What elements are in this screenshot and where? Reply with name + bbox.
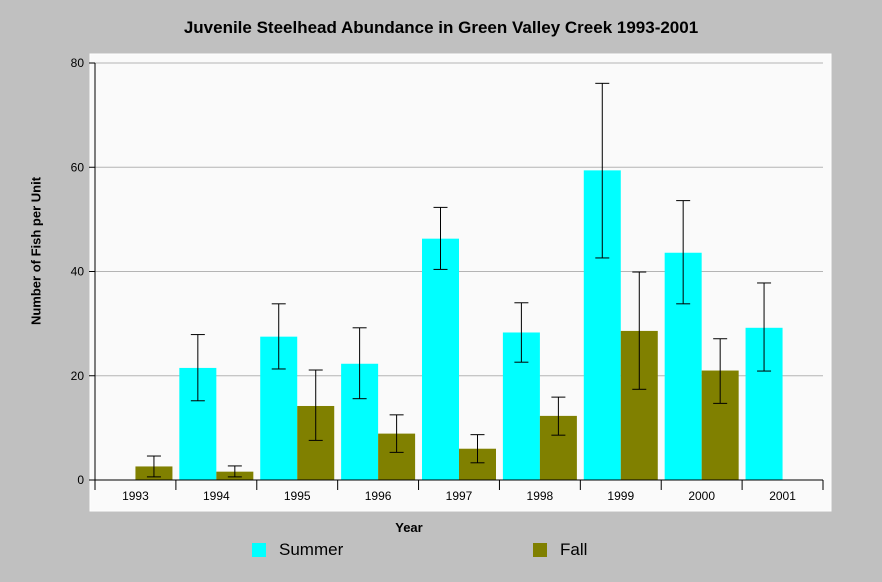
y-tick-label: 60: [71, 160, 85, 174]
x-tick-label: 1994: [203, 489, 230, 503]
y-tick-label: 20: [71, 369, 85, 383]
error-bar-fall-1997: [470, 434, 485, 464]
bar-summer-1997: [422, 238, 459, 480]
y-tick-label: 0: [77, 473, 84, 487]
error-bar-summer-2000: [676, 200, 691, 305]
x-tick-label: 1999: [607, 489, 634, 503]
y-tick-label: 40: [71, 265, 85, 279]
error-bar-fall-1996: [389, 414, 404, 453]
error-bar-fall-1999: [632, 271, 647, 390]
error-bar-summer-1997: [433, 206, 448, 270]
x-tick-label: 1997: [446, 489, 473, 503]
error-bar-fall-1994: [227, 465, 242, 478]
legend-swatch-fall: [533, 543, 547, 557]
error-bars: [146, 82, 772, 478]
y-tick-label: 80: [71, 56, 85, 70]
x-tick-label: 1998: [527, 489, 554, 503]
error-bar-summer-2001: [757, 282, 772, 372]
legend-label-fall: Fall: [560, 540, 588, 559]
error-bar-fall-2000: [713, 338, 728, 404]
x-axis-label: Year: [395, 520, 423, 535]
error-bar-summer-1995: [271, 303, 286, 370]
error-bar-summer-1999: [595, 82, 610, 259]
legend-swatch-summer: [252, 543, 266, 557]
error-bar-summer-1994: [190, 334, 205, 402]
legend-label-summer: Summer: [279, 540, 344, 559]
x-tick-label: 1996: [365, 489, 392, 503]
chart-title: Juvenile Steelhead Abundance in Green Va…: [183, 18, 699, 37]
error-bar-summer-1996: [352, 327, 367, 400]
x-tick-label: 1995: [284, 489, 311, 503]
error-bar-fall-1995: [308, 369, 323, 441]
legend-item-fall: Fall: [533, 539, 587, 561]
error-bar-fall-1998: [551, 396, 566, 436]
x-tick-label: 2000: [688, 489, 715, 503]
legend-item-summer: Summer: [252, 539, 343, 561]
error-bar-fall-1993: [146, 455, 161, 478]
axes: 0 20 40 60 80 1993 1994 1995 1996 1997 1998 1999 200…: [71, 56, 824, 503]
y-axis-label: Number of Fish per Unit: [28, 176, 44, 326]
error-bar-summer-1998: [514, 302, 529, 363]
x-tick-label: 2001: [769, 489, 796, 503]
x-tick-label: 1993: [122, 489, 149, 503]
